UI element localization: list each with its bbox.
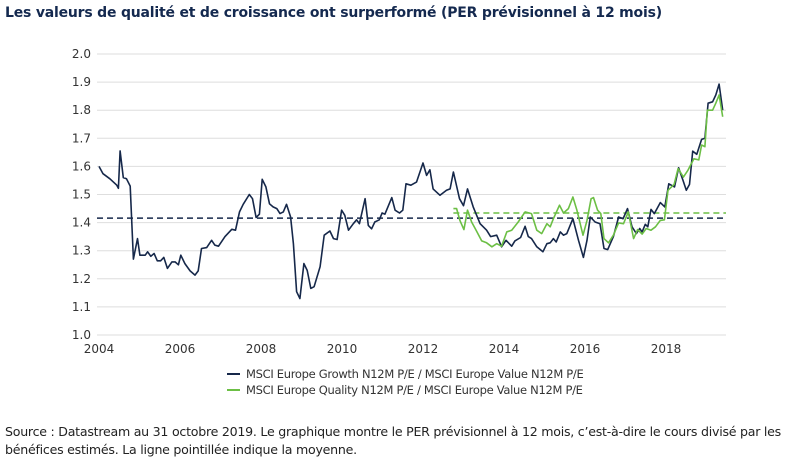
- gridlines: [97, 53, 726, 336]
- x-tick-label: 2018: [651, 342, 682, 356]
- legend-item-quality: MSCI Europe Quality N12M P/E / MSCI Euro…: [227, 383, 583, 397]
- y-tick-label: 1.7: [72, 131, 91, 145]
- x-tick-label: 2010: [327, 342, 358, 356]
- x-tick-label: 2008: [246, 342, 277, 356]
- y-tick-label: 1.3: [72, 244, 91, 258]
- legend-swatch-growth: [227, 373, 240, 375]
- series-line-growth: [98, 83, 724, 300]
- legend-label-growth: MSCI Europe Growth N12M P/E / MSCI Europ…: [246, 367, 584, 381]
- y-tick-label: 2.0: [72, 47, 91, 61]
- x-tick-label: 2016: [570, 342, 601, 356]
- y-axis-ticks: 2.0 1.9 1.8 1.7 1.6 1.5 1.4 1.3 1.2 1.1 1.0: [72, 47, 91, 342]
- y-tick-label: 1.9: [72, 75, 91, 89]
- x-tick-label: 2012: [408, 342, 439, 356]
- y-tick-label: 1.1: [72, 300, 91, 314]
- chart-title: Les valeurs de qualité et de croissance …: [5, 5, 662, 21]
- y-tick-label: 1.5: [72, 188, 91, 202]
- series-lines: [98, 83, 724, 300]
- legend-swatch-quality: [227, 389, 240, 391]
- x-tick-label: 2006: [165, 342, 196, 356]
- y-tick-label: 1.4: [72, 216, 91, 230]
- legend-label-quality: MSCI Europe Quality N12M P/E / MSCI Euro…: [246, 383, 583, 397]
- legend-item-growth: MSCI Europe Growth N12M P/E / MSCI Europ…: [227, 367, 584, 381]
- y-tick-label: 1.8: [72, 103, 91, 117]
- x-axis-ticks: 2004 2006 2008 2010 2012 2014 2016 2018: [84, 342, 682, 356]
- source-note: Source : Datastream au 31 octobre 2019. …: [5, 424, 781, 457]
- y-tick-label: 1.2: [72, 272, 91, 286]
- y-tick-label: 1.6: [72, 159, 91, 173]
- x-tick-label: 2004: [84, 342, 115, 356]
- series-line-quality: [453, 94, 724, 248]
- y-tick-label: 1.0: [72, 328, 91, 342]
- mean-lines: [97, 212, 726, 219]
- x-tick-label: 2014: [489, 342, 520, 356]
